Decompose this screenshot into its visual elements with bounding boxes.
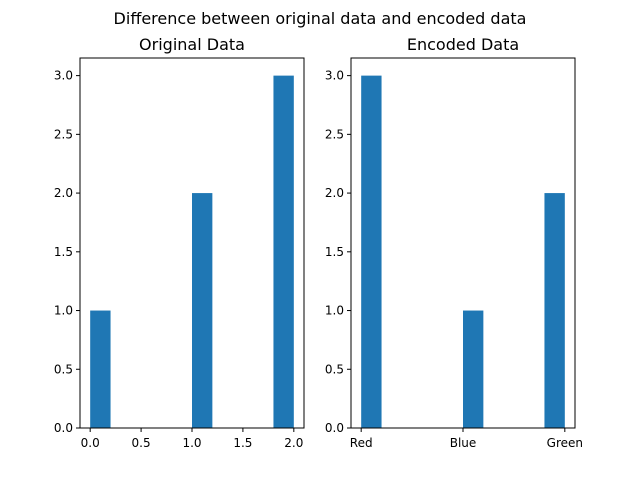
encoded-data-bar-3 [544,193,565,428]
encoded-data-ytick-label-1: 0.5 [325,362,344,376]
encoded-data-xtick-label-0: Red [350,436,373,450]
encoded-data-axes-frame [350,57,576,429]
encoded-data-xtick-label-2: Green [547,436,583,450]
original-data-bar-2 [192,193,213,428]
original-data-xtick-label-2: 1.0 [182,436,201,450]
original-data-title: Original Data [139,35,245,54]
encoded-data-bar-2 [463,310,484,428]
original-data-axes-frame [79,57,305,429]
encoded-data-bars [361,75,565,428]
encoded-data-ytick-label-2: 1.0 [325,304,344,318]
original-data-bars [90,75,294,428]
figure-suptitle: Difference between original data and enc… [114,9,527,28]
original-data-ytick-label-2: 1.0 [54,304,73,318]
encoded-data-y-axis: 0.0 0.5 1.0 1.5 2.0 2.5 3.0 [325,69,351,435]
encoded-data-ytick-label-5: 2.5 [325,127,344,141]
original-data-y-axis: 0.0 0.5 1.0 1.5 2.0 2.5 3.0 [54,69,80,435]
original-data-ytick-label-4: 2.0 [54,186,73,200]
original-data-bar-3 [273,75,294,428]
encoded-data-ytick-label-4: 2.0 [325,186,344,200]
original-data-ytick-label-0: 0.0 [54,421,73,435]
encoded-data-ytick-label-6: 3.0 [325,69,344,83]
encoded-data-xtick-label-1: Blue [450,436,477,450]
original-data-ytick-label-6: 3.0 [54,69,73,83]
encoded-data-ytick-label-3: 1.5 [325,245,344,259]
encoded-data-ytick-label-0: 0.0 [325,421,344,435]
original-data-xtick-label-1: 0.5 [132,436,151,450]
encoded-data-panel: Encoded Data 0.0 0.5 1.0 1.5 2.0 2.5 3.0 Red Bl… [325,35,583,450]
original-data-ytick-label-3: 1.5 [54,245,73,259]
original-data-xtick-label-0: 0.0 [81,436,100,450]
encoded-data-bar-1 [361,75,382,428]
original-data-ytick-label-1: 0.5 [54,362,73,376]
original-data-bar-1 [90,310,111,428]
encoded-data-title: Encoded Data [407,35,519,54]
original-data-xtick-label-4: 2.0 [284,436,303,450]
encoded-data-x-axis: Red Blue Green [350,428,583,450]
original-data-x-axis: 0.0 0.5 1.0 1.5 2.0 [81,428,303,450]
original-data-panel: Original Data 0.00.51.01.52.02.53.0 0.0 0… [54,35,305,450]
original-data-xtick-label-3: 1.5 [233,436,252,450]
original-data-ytick-label-5: 2.5 [54,127,73,141]
